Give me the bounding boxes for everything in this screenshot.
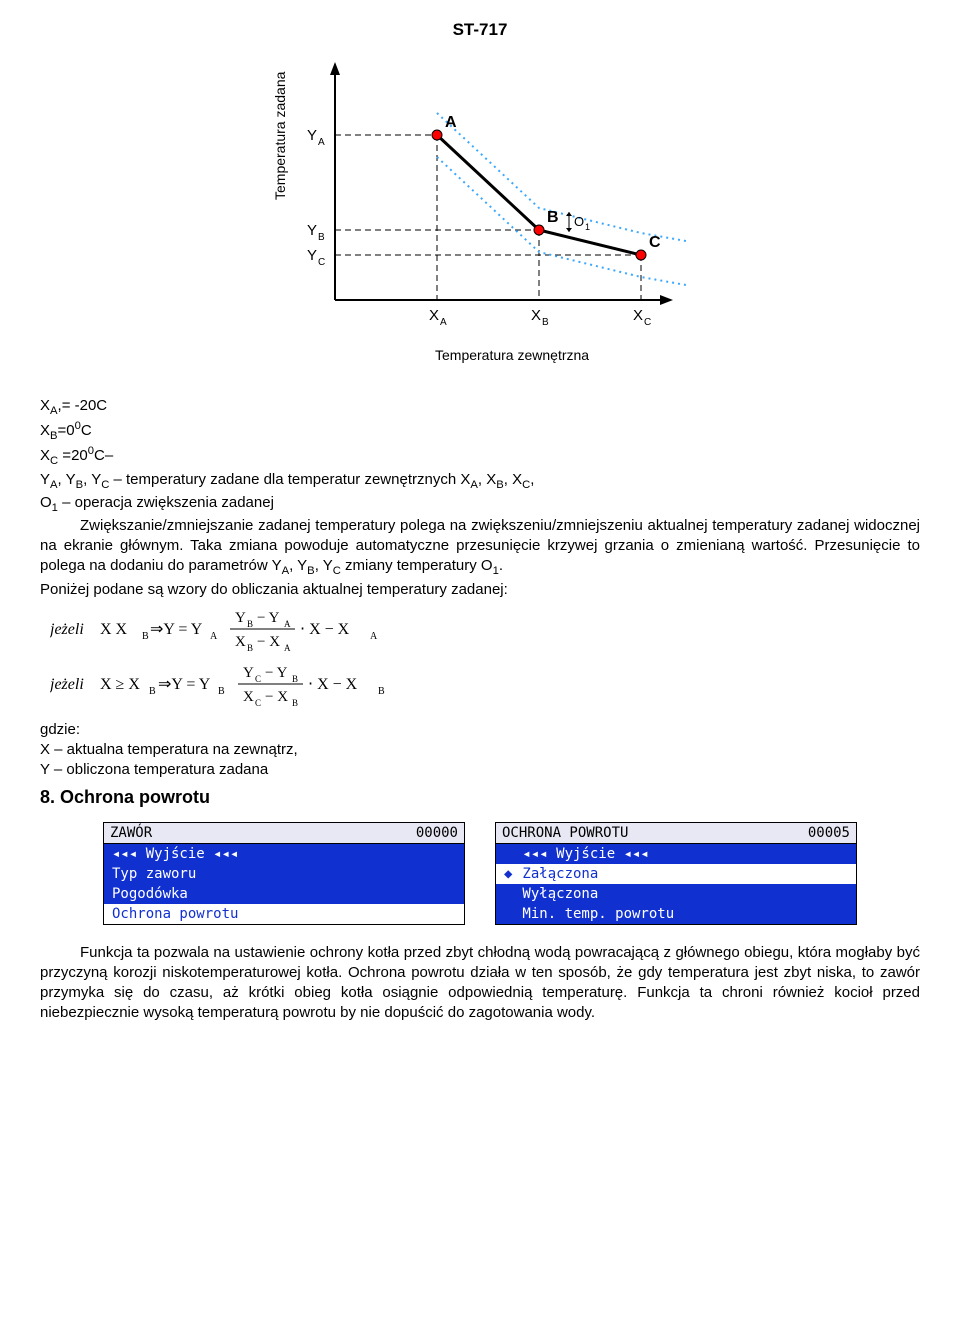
svg-text:Temperatura zewnętrzna: Temperatura zewnętrzna <box>435 347 589 363</box>
svg-text:⇒Y = Y: ⇒Y = Y <box>158 676 211 693</box>
svg-text:Y: Y <box>307 247 317 264</box>
heading-ochrona-powrotu: 8. Ochrona powrotu <box>40 787 920 808</box>
svg-text:A: A <box>284 619 291 629</box>
svg-text:C: C <box>255 674 261 684</box>
lcd-right: OCHRONA POWROTU 00005 ◂◂◂ Wyjście ◂◂◂◆ Z… <box>495 822 857 925</box>
svg-text:− X: − X <box>265 689 288 705</box>
lcd-right-title: OCHRONA POWROTU <box>502 825 628 841</box>
svg-text:A: A <box>445 114 457 131</box>
lcd-row: ◂◂◂ Wyjście ◂◂◂ <box>496 844 856 864</box>
lcd-row: Min. temp. powrotu <box>496 904 856 924</box>
heating-curve-chart: Temperatura zadana Temperatura zewnętrzna… <box>40 50 920 384</box>
svg-text:B: B <box>318 232 325 243</box>
svg-text:Y: Y <box>243 665 254 681</box>
lcd-row: Wyłączona <box>496 884 856 904</box>
lcd-row: Pogodówka <box>104 884 464 904</box>
svg-text:C: C <box>255 698 261 708</box>
svg-text:C: C <box>318 257 325 268</box>
svg-text:jeżeli: jeżeli <box>50 621 84 638</box>
svg-text:B: B <box>547 209 559 226</box>
svg-text:A: A <box>210 631 218 642</box>
lcd-left: ZAWÓR 00000 ◂◂◂ Wyjście ◂◂◂Typ zaworuPog… <box>103 822 465 925</box>
lcd-left-code: 00000 <box>416 825 458 841</box>
svg-text:B: B <box>542 317 549 328</box>
svg-text:Y: Y <box>307 222 317 239</box>
def-line-1: XA,= -20C <box>40 397 107 414</box>
svg-text:X X: X X <box>100 621 128 638</box>
def-line-4: YA, YB, YC – temperatury zadane dla temp… <box>40 471 534 488</box>
lcd-left-header: ZAWÓR 00000 <box>104 823 464 844</box>
svg-text:A: A <box>440 317 447 328</box>
paragraph-3: Funkcja ta pozwala na ustawienie ochrony… <box>40 943 920 1024</box>
svg-text:B: B <box>218 686 225 697</box>
svg-text:⋅ X − X: ⋅ X − X <box>308 676 358 693</box>
svg-text:X ≥ X: X ≥ X <box>100 676 140 693</box>
paragraph-1: Zwiększanie/zmniejszanie zadanej tempera… <box>40 516 920 580</box>
lcd-row: ◆ Załączona <box>496 864 856 884</box>
definitions-block: XA,= -20C XB=00C XC =200C– YA, YB, YC – … <box>40 396 920 516</box>
svg-text:B: B <box>292 674 298 684</box>
svg-text:X: X <box>429 307 439 324</box>
lcd-row: Ochrona powrotu <box>104 904 464 924</box>
svg-text:C: C <box>649 234 661 251</box>
svg-text:B: B <box>247 619 253 629</box>
svg-text:B: B <box>247 643 253 653</box>
def-line-2: XB=00C <box>40 422 92 439</box>
svg-text:− X: − X <box>257 634 280 650</box>
svg-text:A: A <box>370 631 378 642</box>
def-line-5: O1 – operacja zwiększenia zadanej <box>40 494 274 511</box>
svg-text:X: X <box>633 307 643 324</box>
svg-text:⇒Y = Y: ⇒Y = Y <box>150 621 203 638</box>
page-title: ST-717 <box>40 20 920 40</box>
svg-text:A: A <box>318 137 325 148</box>
svg-text:Y: Y <box>235 610 246 626</box>
def-line-3: XC =200C– <box>40 447 113 464</box>
svg-text:1: 1 <box>585 222 590 232</box>
lcd-row: Typ zaworu <box>104 864 464 884</box>
svg-text:O: O <box>574 214 584 229</box>
lcd-right-header: OCHRONA POWROTU 00005 <box>496 823 856 844</box>
lcd-right-code: 00005 <box>808 825 850 841</box>
svg-text:C: C <box>644 317 651 328</box>
lcd-left-title: ZAWÓR <box>110 825 152 841</box>
svg-text:jeżeli: jeżeli <box>50 676 84 693</box>
svg-text:Y: Y <box>307 127 317 144</box>
gdzie-x: X – aktualna temperatura na zewnątrz, <box>40 740 920 760</box>
gdzie-label: gdzie: <box>40 720 920 740</box>
svg-text:X: X <box>243 689 254 705</box>
gdzie-y: Y – obliczona temperatura zadana <box>40 760 920 780</box>
lcd-row: ◂◂◂ Wyjście ◂◂◂ <box>104 844 464 864</box>
svg-text:B: B <box>149 686 156 697</box>
formula-block: jeżeli X X B ⇒Y = Y A Y B − Y A X B − X … <box>50 604 920 718</box>
svg-text:A: A <box>284 643 291 653</box>
svg-text:B: B <box>378 686 385 697</box>
lcd-screenshots: ZAWÓR 00000 ◂◂◂ Wyjście ◂◂◂Typ zaworuPog… <box>40 822 920 925</box>
svg-text:B: B <box>142 631 149 642</box>
svg-text:X: X <box>531 307 541 324</box>
svg-text:⋅ X − X: ⋅ X − X <box>300 621 350 638</box>
svg-text:X: X <box>235 634 246 650</box>
svg-text:− Y: − Y <box>265 665 288 681</box>
svg-text:− Y: − Y <box>257 610 280 626</box>
svg-text:B: B <box>292 698 298 708</box>
paragraph-2: Poniżej podane są wzory do obliczania ak… <box>40 580 920 600</box>
svg-text:Temperatura zadana: Temperatura zadana <box>272 71 288 200</box>
